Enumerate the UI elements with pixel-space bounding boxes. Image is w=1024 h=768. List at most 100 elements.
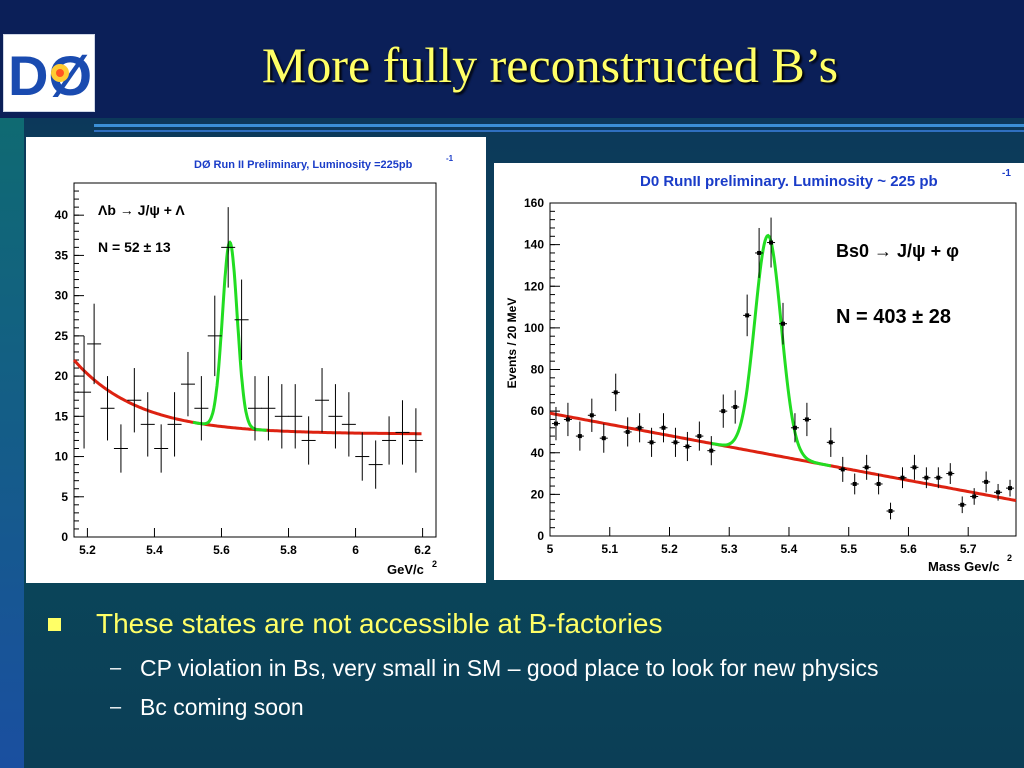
data-point bbox=[625, 429, 630, 434]
plot1-xlabel: GeV/c bbox=[387, 562, 424, 577]
signal-fit-curve bbox=[711, 233, 832, 468]
data-point bbox=[745, 313, 750, 318]
y-tick-label: 100 bbox=[524, 321, 544, 335]
y-tick-label: 20 bbox=[55, 369, 69, 383]
data-point bbox=[948, 471, 953, 476]
data-point bbox=[936, 475, 941, 480]
data-point bbox=[984, 479, 989, 484]
data-point bbox=[697, 434, 702, 439]
data-point bbox=[577, 434, 582, 439]
data-point bbox=[565, 417, 570, 422]
bs-mass-plot: D0 RunII preliminary. Luminosity ~ 225 p… bbox=[505, 168, 1017, 574]
title-bar bbox=[0, 0, 1024, 118]
y-tick-label: 40 bbox=[531, 446, 545, 460]
data-point bbox=[649, 440, 654, 445]
bullet-list: These states are not accessible at B-fac… bbox=[44, 604, 1004, 724]
y-tick-label: 0 bbox=[537, 529, 544, 543]
x-tick-label: 5.2 bbox=[661, 542, 678, 556]
data-point bbox=[709, 448, 714, 453]
sub-bullet-2-text: Bc coming soon bbox=[140, 694, 304, 720]
lambda-b-plot-panel: DØ Run II Preliminary, Luminosity =225pb… bbox=[26, 137, 486, 583]
x-tick-label: 5 bbox=[547, 542, 554, 556]
data-point bbox=[864, 465, 869, 470]
logo-core-icon bbox=[56, 69, 64, 77]
plot2-xlabel: Mass Gev/c bbox=[928, 559, 1000, 574]
data-point bbox=[553, 421, 558, 426]
y-tick-label: 10 bbox=[55, 450, 69, 464]
d0-logo-icon: DØ bbox=[8, 44, 92, 107]
y-tick-label: 25 bbox=[55, 329, 69, 343]
data-point bbox=[804, 417, 809, 422]
data-point bbox=[637, 425, 642, 430]
plot1-yield-label: N = 52 ± 13 bbox=[98, 239, 171, 255]
x-tick-label: 5.2 bbox=[79, 543, 96, 557]
x-tick-label: 5.3 bbox=[721, 542, 738, 556]
data-point bbox=[589, 413, 594, 418]
data-point bbox=[960, 502, 965, 507]
data-point bbox=[673, 440, 678, 445]
y-tick-label: 0 bbox=[61, 530, 68, 544]
x-tick-label: 5.6 bbox=[900, 542, 917, 556]
data-point bbox=[781, 321, 785, 326]
d0-logo: DØ bbox=[3, 34, 95, 112]
lambda-b-mass-plot: DØ Run II Preliminary, Luminosity =225pb… bbox=[55, 154, 454, 577]
data-point bbox=[900, 475, 905, 480]
y-tick-label: 160 bbox=[524, 196, 544, 210]
plot1-title: DØ Run II Preliminary, Luminosity =225pb bbox=[194, 159, 413, 171]
y-tick-label: 80 bbox=[531, 363, 545, 377]
left-accent-bar bbox=[0, 118, 24, 768]
x-tick-label: 5.8 bbox=[280, 543, 297, 557]
data-point bbox=[721, 409, 726, 414]
title-divider-bottom bbox=[94, 130, 1024, 132]
x-tick-label: 5.7 bbox=[960, 542, 977, 556]
bullet-main-text: These states are not accessible at B-fac… bbox=[96, 608, 663, 639]
data-point bbox=[996, 490, 1001, 495]
plot2-title: D0 RunII preliminary. Luminosity ~ 225 p… bbox=[640, 173, 938, 190]
bs-plot-panel: D0 RunII preliminary. Luminosity ~ 225 p… bbox=[494, 163, 1024, 580]
x-tick-label: 6.2 bbox=[414, 543, 431, 557]
data-point bbox=[769, 240, 774, 245]
signal-fit-curve bbox=[192, 240, 267, 432]
sub-bullet-1-text: CP violation in Bs, very small in SM – g… bbox=[140, 655, 879, 681]
bullet-main: These states are not accessible at B-fac… bbox=[44, 604, 1004, 644]
y-tick-label: 30 bbox=[55, 289, 69, 303]
y-tick-label: 140 bbox=[524, 238, 544, 252]
square-bullet-icon bbox=[48, 618, 61, 631]
x-tick-label: 6 bbox=[352, 543, 359, 557]
data-point bbox=[852, 481, 857, 486]
data-point bbox=[757, 250, 762, 255]
y-tick-label: 60 bbox=[531, 404, 545, 418]
data-point bbox=[1008, 486, 1013, 491]
data-point bbox=[613, 390, 618, 395]
plot1-decay-label: Λb → J/ψ + Λ bbox=[98, 202, 185, 218]
data-point bbox=[828, 440, 833, 445]
y-tick-label: 35 bbox=[55, 248, 69, 262]
data-point bbox=[792, 425, 797, 430]
background-fit-curve bbox=[549, 411, 1017, 502]
x-tick-label: 5.5 bbox=[840, 542, 857, 556]
y-tick-label: 20 bbox=[531, 487, 545, 501]
data-point bbox=[840, 467, 845, 472]
plot2-decay-label: Bs0 → J/ψ + φ bbox=[836, 241, 959, 261]
plot2-xlabel-sup: 2 bbox=[1007, 553, 1012, 563]
data-point bbox=[685, 444, 690, 449]
data-point bbox=[661, 425, 666, 430]
y-tick-label: 120 bbox=[524, 279, 544, 293]
y-tick-label: 5 bbox=[61, 490, 68, 504]
logo-text: DØ bbox=[8, 44, 92, 107]
plot-frame bbox=[73, 182, 437, 538]
data-point bbox=[733, 404, 738, 409]
x-tick-label: 5.4 bbox=[146, 543, 163, 557]
plot2-yield-label: N = 403 ± 28 bbox=[836, 306, 951, 328]
plot1-title-sup: -1 bbox=[446, 154, 454, 163]
sub-bullet-2: – Bc coming soon bbox=[44, 691, 1004, 724]
sub-bullet-1: – CP violation in Bs, very small in SM –… bbox=[44, 652, 1004, 685]
background-fit-curve bbox=[72, 358, 422, 436]
dash-bullet-icon: – bbox=[110, 657, 122, 679]
data-point bbox=[888, 509, 893, 514]
plot2-title-sup: -1 bbox=[1002, 168, 1011, 179]
x-tick-label: 5.4 bbox=[781, 542, 798, 556]
data-point bbox=[601, 436, 606, 441]
plot1-xlabel-sup: 2 bbox=[432, 559, 437, 569]
title-divider-top bbox=[94, 124, 1024, 127]
